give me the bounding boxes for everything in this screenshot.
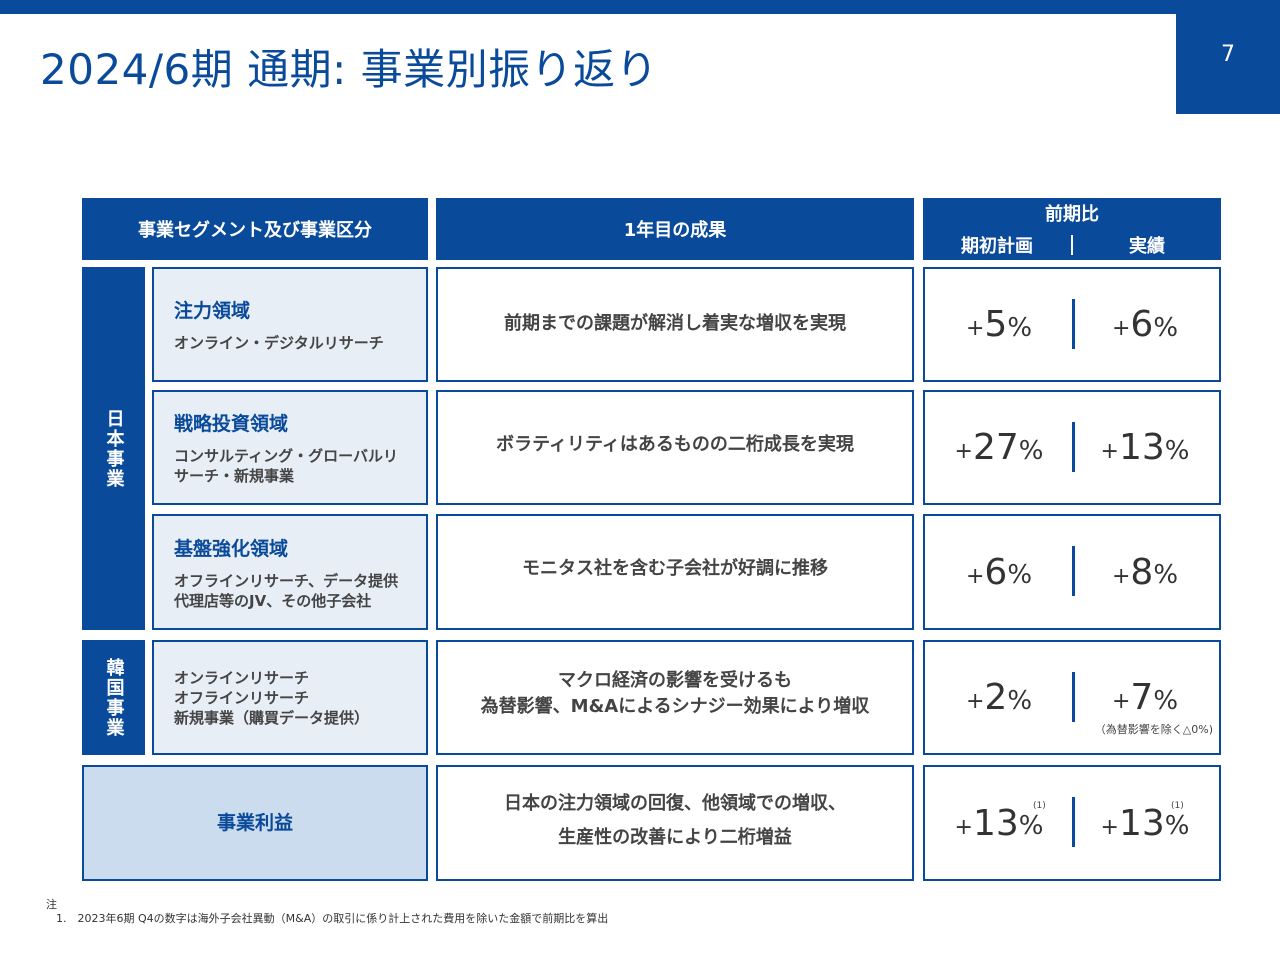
page-title: 2024/6期 通期: 事業別振り返り: [40, 45, 659, 94]
segment-korea: オンラインリサーチ オフラインリサーチ 新規事業（購買データ提供）: [152, 640, 428, 755]
result-text-line2: 生産性の改善により二桁増益: [558, 827, 792, 848]
actual-value: +6%: [1111, 304, 1179, 345]
footnote-item: 1. 2023年6期 Q4の数字は海外子会社異動（M&A）の取引に係り計上された…: [56, 912, 609, 925]
segment-desc: コンサルティング・グローバルリ サーチ・新規事業: [174, 447, 398, 485]
segment-name: 注力領域: [174, 300, 251, 322]
segment-name: 戦略投資領域: [174, 413, 289, 435]
plan-value: +2%: [965, 677, 1033, 718]
profit-label: 事業利益: [82, 765, 428, 881]
actual-value: +13%: [1100, 427, 1190, 468]
comparison-foundation: +6% +8%: [923, 514, 1221, 630]
result-text-line1: マクロ経済の影響を受けるも: [558, 669, 792, 691]
header-result: 1年目の成果: [436, 198, 914, 260]
footnote-ref: (1): [1171, 801, 1184, 811]
footnote-ref: (1): [1033, 801, 1046, 811]
plan-value: +27%: [954, 427, 1044, 468]
segment-foundation: 基盤強化領域 オフラインリサーチ、データ提供 代理店等のJV、その他子会社: [152, 514, 428, 630]
header-plan: 期初計画: [961, 236, 1033, 257]
header-divider: [1071, 235, 1073, 255]
region-japan-label: 日本事業: [103, 408, 125, 489]
value-divider: [1072, 797, 1075, 847]
result-text: 前期までの課題が解消し着実な増収を実現: [504, 312, 846, 334]
header-segment: 事業セグメント及び事業区分: [82, 198, 428, 260]
result-profit: 日本の注力領域の回復、他領域での増収、 生産性の改善により二桁増益: [436, 765, 914, 881]
value-divider: [1072, 422, 1075, 472]
result-strategic: ボラティリティはあるものの二桁成長を実現: [436, 390, 914, 505]
segment-focus: 注力領域 オンライン・デジタルリサーチ: [152, 267, 428, 382]
segment-desc: オフラインリサーチ、データ提供 代理店等のJV、その他子会社: [174, 571, 399, 610]
comparison-profit: +13% (1) +13% (1): [923, 765, 1221, 881]
header-comparison: 前期比 期初計画 実績: [923, 198, 1221, 260]
segment-strategic: 戦略投資領域 コンサルティング・グローバルリ サーチ・新規事業: [152, 390, 428, 505]
region-japan: 日本事業: [82, 267, 145, 630]
segment-desc: オンラインリサーチ オフラインリサーチ 新規事業（購買データ提供）: [174, 668, 370, 727]
result-foundation: モニタス社を含む子会社が好調に推移: [436, 514, 914, 630]
segment-desc: オンライン・デジタルリサーチ: [174, 334, 384, 352]
plan-value: +6%: [965, 551, 1033, 593]
region-korea-label: 韓国事業: [103, 657, 125, 738]
result-korea: マクロ経済の影響を受けるも 為替影響、M&Aによるシナジー効果により増収: [436, 640, 914, 755]
plan-value: +13%: [954, 802, 1044, 844]
page-number: 7: [1176, 14, 1280, 114]
actual-value: +13%: [1100, 802, 1190, 844]
result-text-line1: 日本の注力領域の回復、他領域での増収、: [504, 793, 846, 814]
header-actual: 実績: [1129, 236, 1165, 257]
comparison-korea: +2% +7% （為替影響を除く△0%): [923, 640, 1221, 755]
header-comparison-label: 前期比: [1045, 204, 1099, 225]
comparison-strategic: +27% +13%: [923, 390, 1221, 505]
fx-note: （為替影響を除く△0%): [1094, 723, 1213, 736]
footnote-title: 注: [46, 898, 57, 911]
value-divider: [1072, 672, 1075, 722]
comparison-focus: +5% +6%: [923, 267, 1221, 382]
result-text: モニタス社を含む子会社が好調に推移: [522, 558, 828, 579]
value-divider: [1072, 546, 1075, 596]
actual-value: +8%: [1111, 551, 1179, 593]
actual-value: +7%: [1111, 677, 1179, 718]
result-text-line2: 為替影響、M&Aによるシナジー効果により増収: [480, 695, 870, 717]
plan-value: +5%: [965, 304, 1033, 345]
value-divider: [1072, 299, 1075, 349]
segment-name: 基盤強化領域: [174, 537, 289, 560]
top-accent-bar: [0, 0, 1280, 14]
region-korea: 韓国事業: [82, 640, 145, 755]
result-text: ボラティリティはあるものの二桁成長を実現: [496, 433, 854, 455]
result-focus: 前期までの課題が解消し着実な増収を実現: [436, 267, 914, 382]
